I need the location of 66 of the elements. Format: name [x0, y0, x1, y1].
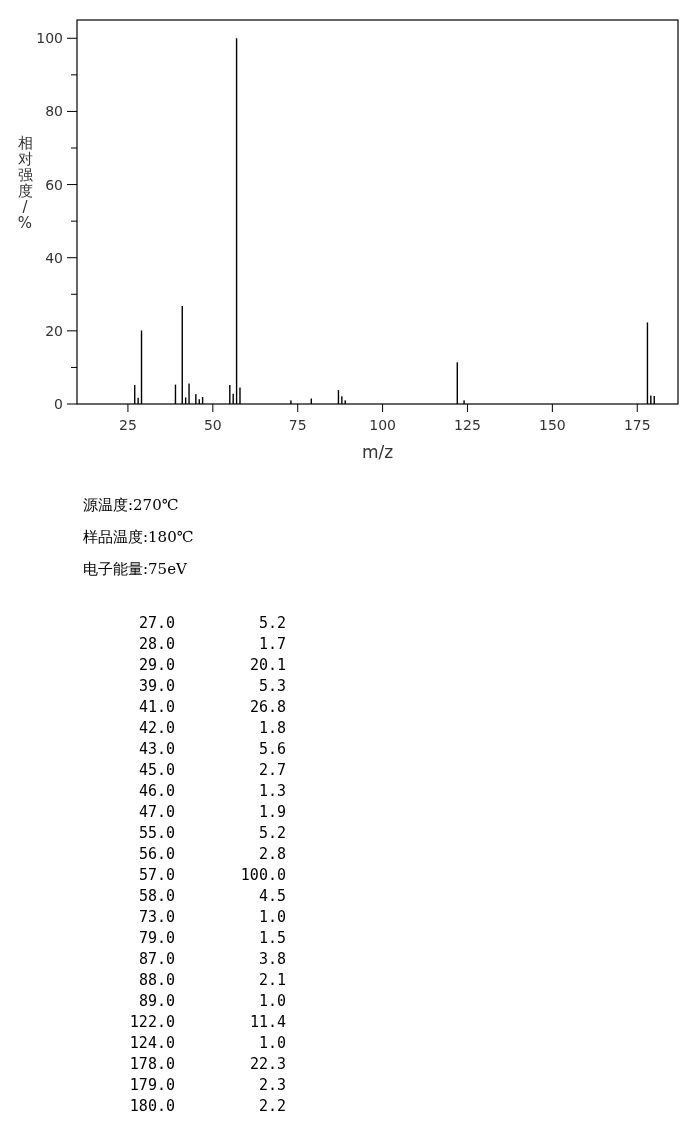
- text: 27.0: [138, 614, 175, 632]
- text: 11.4: [249, 1013, 286, 1031]
- text: 178.0: [129, 1055, 175, 1073]
- text: 5.6: [258, 740, 286, 758]
- text: 1.0: [258, 908, 286, 926]
- x-tick-label: 25: [119, 417, 137, 433]
- text: 2.2: [258, 1097, 286, 1115]
- text: 4.5: [258, 887, 286, 905]
- text: 1.3: [258, 782, 286, 800]
- y-tick-label: 40: [45, 249, 63, 266]
- text: 2.1: [258, 971, 286, 989]
- x-tick-label: 50: [203, 417, 222, 433]
- text: 5.2: [258, 614, 286, 632]
- text: 1.7: [258, 635, 286, 653]
- y-axis-title: 相对强度/%: [17, 134, 33, 232]
- text: 87.0: [138, 950, 175, 968]
- text: 89.0: [138, 992, 175, 1010]
- text: 1.8: [258, 719, 286, 737]
- x-tick-label: 150: [539, 417, 566, 433]
- text: 41.0: [138, 698, 175, 716]
- text: 124.0: [129, 1034, 175, 1052]
- y-tick-label: 100: [36, 30, 63, 47]
- text: 5.3: [258, 677, 286, 695]
- y-tick-label: 20: [45, 322, 63, 339]
- text: 29.0: [138, 656, 175, 674]
- text: 79.0: [138, 929, 175, 947]
- text: 1.5: [258, 929, 286, 947]
- text: 73.0: [138, 908, 175, 926]
- text: 1.0: [258, 992, 286, 1010]
- text: 43.0: [138, 740, 175, 758]
- x-axis-title: m/z: [361, 442, 394, 462]
- x-tick-label: 75: [288, 417, 307, 433]
- text: 5.2: [258, 824, 286, 842]
- y-tick-label: 0: [54, 396, 63, 412]
- x-tick-label: 125: [454, 417, 481, 433]
- text: 46.0: [138, 782, 175, 800]
- text: 45.0: [138, 761, 175, 779]
- y-tick-label: 80: [45, 103, 63, 120]
- text: 电子能量:75eV: [83, 560, 189, 578]
- text: 55.0: [138, 824, 175, 842]
- text: 47.0: [138, 803, 175, 821]
- text: 源温度:270℃: [83, 496, 179, 514]
- text: 28.0: [138, 635, 175, 653]
- text: 122.0: [129, 1013, 175, 1031]
- text: 180.0: [129, 1097, 175, 1115]
- text: 2.7: [258, 761, 286, 779]
- text: 57.0: [138, 866, 175, 884]
- text: 58.0: [138, 887, 175, 905]
- text: 88.0: [138, 971, 175, 989]
- text: 20.1: [249, 656, 286, 674]
- x-tick-label: 175: [623, 417, 651, 433]
- text: 42.0: [138, 719, 175, 737]
- text: 100.0: [240, 866, 286, 884]
- text: 1.0: [258, 1034, 286, 1052]
- text: 26.8: [249, 698, 286, 716]
- text: 22.3: [249, 1055, 286, 1073]
- text: 样品温度:180℃: [83, 528, 194, 546]
- text: 2.8: [258, 845, 286, 863]
- text: 56.0: [138, 845, 175, 863]
- x-tick-label: 100: [369, 417, 396, 433]
- text: 1.9: [258, 803, 286, 821]
- text: 3.8: [258, 950, 286, 968]
- y-tick-label: 60: [45, 176, 63, 193]
- text: 39.0: [138, 677, 175, 695]
- text: 179.0: [129, 1076, 175, 1094]
- text: 2.3: [258, 1076, 286, 1094]
